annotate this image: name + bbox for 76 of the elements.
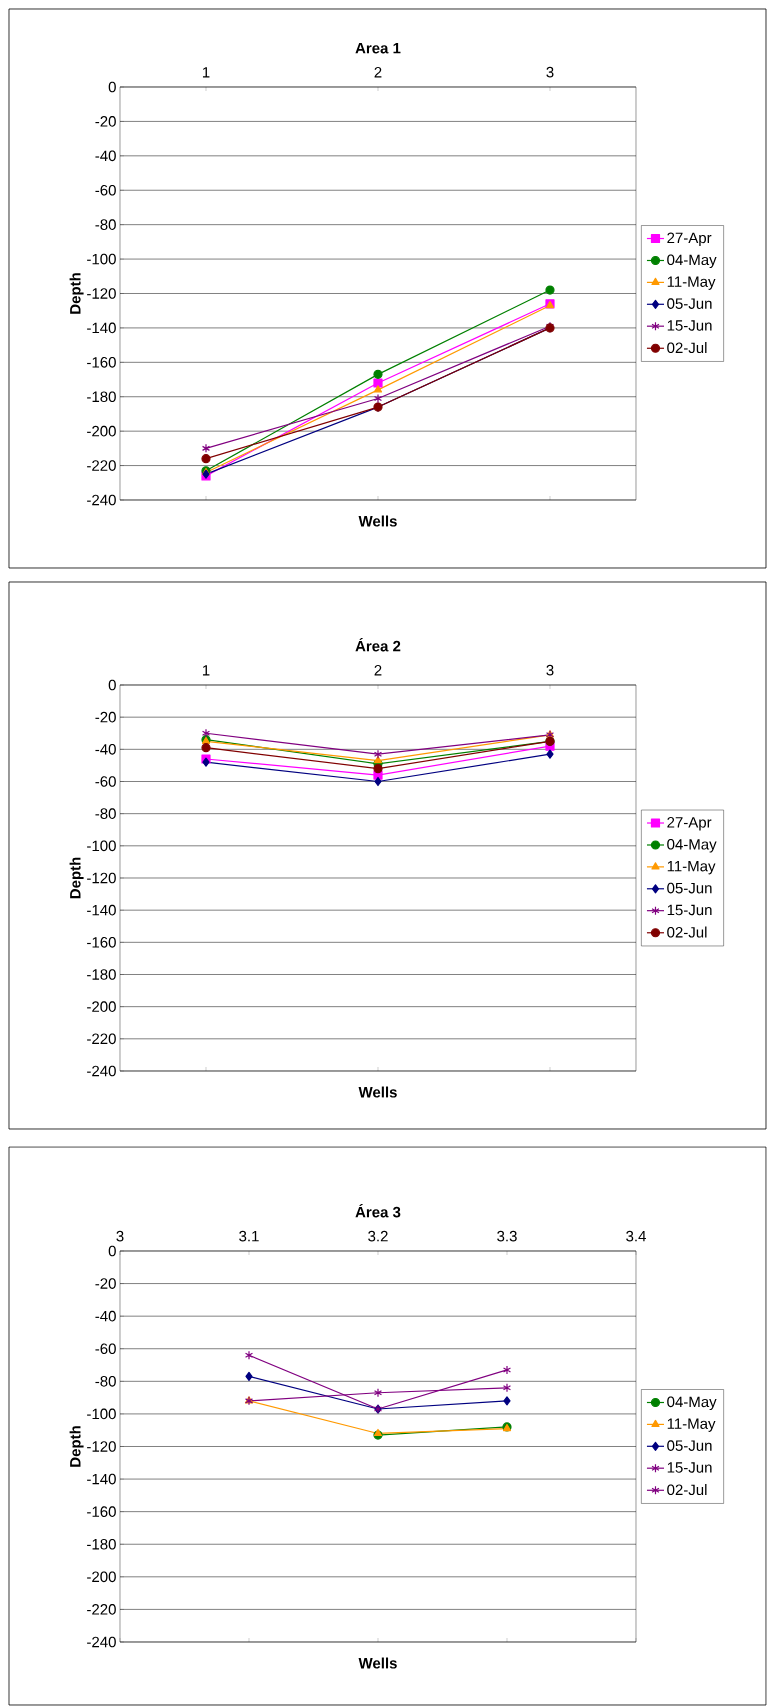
legend-label: 11-May — [667, 1418, 716, 1432]
legend-label: 02-Jul — [667, 926, 707, 938]
legend-label: 15-Jun — [667, 320, 712, 331]
y-tick-label: 0 — [108, 81, 116, 93]
y-tick-label: -120 — [87, 1441, 116, 1452]
legend-label: 05-Jun — [667, 882, 712, 894]
y-tick-label: -80 — [95, 219, 116, 230]
y-tick-label: -60 — [95, 1343, 116, 1355]
chart-title: Área 2 — [355, 638, 401, 652]
y-tick-label: -160 — [87, 357, 116, 368]
y-tick-label: -120 — [87, 872, 116, 884]
y-tick-label: -140 — [87, 904, 116, 916]
chart-title: Area 1 — [355, 43, 401, 54]
y-tick-label: -180 — [87, 1538, 116, 1550]
legend-label: 04-May — [667, 1396, 717, 1411]
y-tick-label: -220 — [87, 1033, 116, 1045]
legend-label: 05-Jun — [667, 298, 712, 309]
x-tick-label: 3 — [546, 66, 554, 78]
y-tick-label: -80 — [95, 1376, 116, 1387]
x-tick-label: 2 — [374, 66, 382, 78]
x-axis-title: Wells — [358, 1657, 397, 1669]
y-tick-label: -20 — [95, 711, 116, 723]
x-tick-label: 3.3 — [497, 1230, 517, 1242]
x-tick-label: 3 — [116, 1230, 124, 1242]
y-tick-label: -40 — [95, 1310, 116, 1322]
y-tick-label: -240 — [87, 1636, 116, 1648]
y-tick-label: -200 — [87, 1571, 116, 1583]
y-tick-label: 0 — [108, 679, 116, 691]
legend-label: 27-Apr — [667, 232, 712, 247]
y-axis-title: Depth — [69, 273, 84, 314]
y-tick-label: -60 — [95, 776, 116, 787]
legend-label: 15-Jun — [667, 1462, 712, 1473]
y-tick-label: -100 — [87, 840, 116, 852]
legend-label: 02-Jul — [667, 1484, 707, 1496]
y-tick-label: -200 — [87, 1001, 116, 1012]
x-axis-title: Wells — [358, 515, 397, 527]
chart-title: Área 3 — [355, 1204, 401, 1218]
y-tick-label: -80 — [95, 808, 116, 819]
legend-label: 02-Jul — [667, 342, 707, 354]
y-tick-label: -140 — [87, 1473, 116, 1485]
legend-label: 05-Jun — [667, 1440, 712, 1451]
x-tick-label: 3.2 — [368, 1230, 388, 1242]
x-tick-label: 3 — [546, 664, 554, 676]
x-axis-title: Wells — [358, 1086, 397, 1098]
y-tick-label: -180 — [87, 969, 116, 980]
x-tick-label: 1 — [202, 67, 210, 78]
x-tick-label: 2 — [374, 664, 382, 676]
y-axis-title: Depth — [69, 857, 84, 899]
y-tick-label: -20 — [95, 116, 116, 127]
x-tick-label: 3.1 — [239, 1230, 259, 1242]
y-tick-label: -160 — [87, 1506, 116, 1517]
y-tick-label: -120 — [87, 288, 116, 299]
y-tick-label: -100 — [87, 253, 116, 265]
x-tick-label: 3.4 — [626, 1230, 646, 1242]
y-tick-label: -240 — [87, 494, 116, 506]
y-axis-title: Depth — [69, 1426, 84, 1467]
x-tick-label: 1 — [202, 665, 210, 676]
y-tick-label: -60 — [95, 184, 116, 196]
y-tick-label: -160 — [87, 937, 116, 948]
y-tick-label: -220 — [87, 1604, 116, 1615]
y-tick-label: 0 — [108, 1245, 116, 1257]
y-tick-label: -180 — [87, 391, 116, 403]
legend-label: 04-May — [667, 839, 717, 853]
y-tick-label: -140 — [87, 322, 116, 334]
legend-label: 11-May — [667, 276, 716, 290]
legend-label: 27-Apr — [667, 817, 712, 831]
y-tick-label: -220 — [87, 460, 116, 471]
y-tick-label: -240 — [87, 1065, 116, 1077]
y-tick-label: -40 — [95, 150, 116, 162]
y-tick-label: -100 — [87, 1408, 116, 1420]
y-tick-label: -200 — [87, 425, 116, 437]
legend-label: 15-Jun — [667, 904, 712, 916]
y-tick-label: -40 — [95, 744, 116, 755]
legend-label: 11-May — [667, 860, 716, 875]
y-tick-label: -20 — [95, 1278, 116, 1289]
legend-label: 04-May — [667, 254, 717, 269]
